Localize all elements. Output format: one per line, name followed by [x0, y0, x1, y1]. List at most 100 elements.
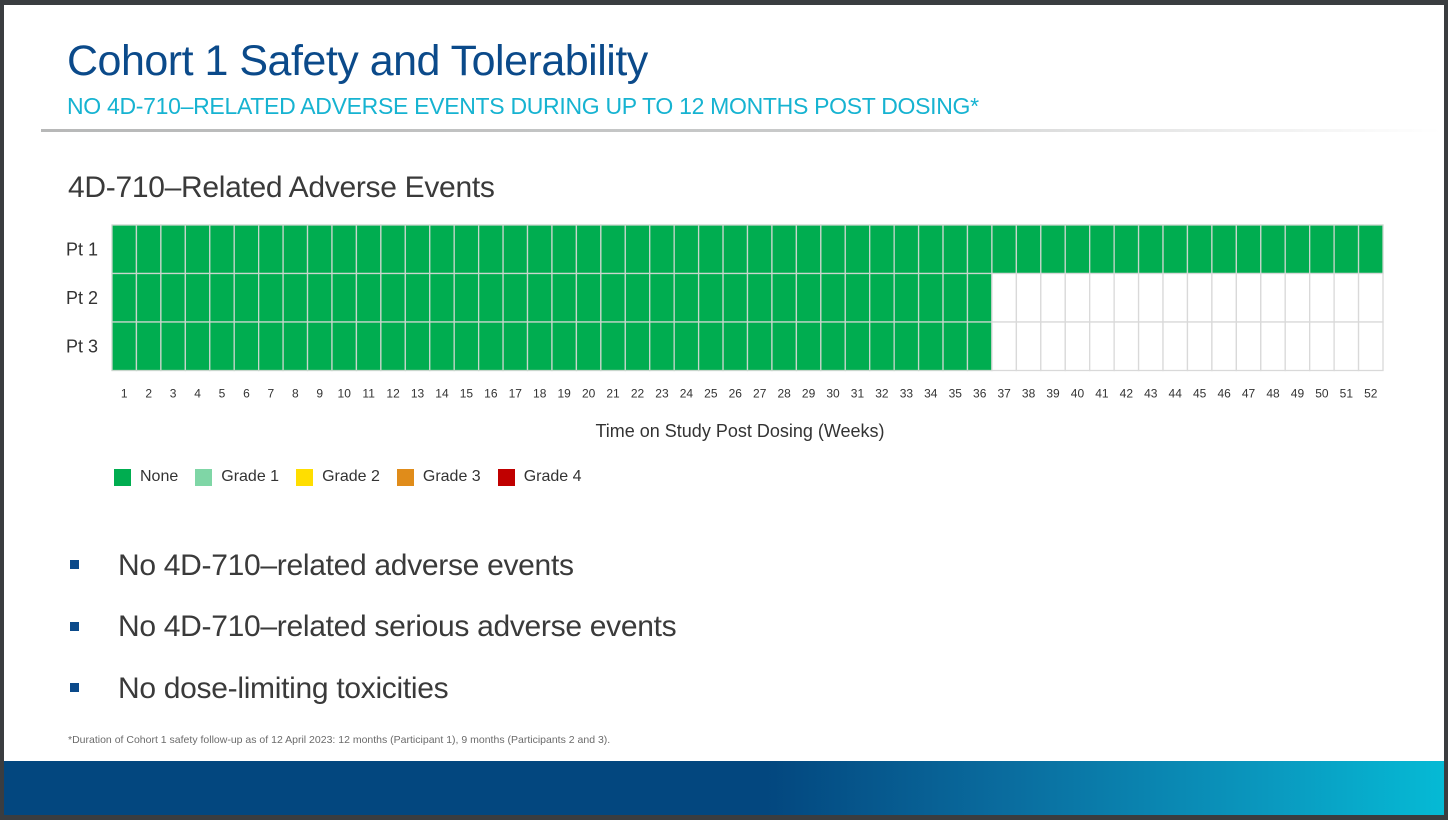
x-tick-label: 48 [1266, 387, 1280, 401]
cell-empty [1162, 321, 1189, 372]
bullet-text: No 4D-710–related serious adverse events [118, 610, 677, 644]
cell-none [795, 272, 822, 323]
x-tick-label: 43 [1144, 387, 1158, 401]
cell-none [624, 321, 651, 372]
cell-none [649, 321, 675, 372]
cell-none [184, 272, 211, 323]
legend-label: Grade 3 [422, 468, 481, 485]
cell-none [1284, 224, 1311, 275]
cell-none [111, 224, 138, 275]
cell-empty [1015, 272, 1042, 323]
cell-none [331, 272, 358, 323]
row-label: Pt 3 [66, 336, 98, 356]
cell-none [624, 224, 651, 275]
legend-label: Grade 4 [523, 468, 582, 485]
cell-empty [1235, 272, 1262, 323]
cell-empty [1113, 321, 1140, 372]
x-tick-label: 2 [145, 387, 152, 401]
cell-none [942, 272, 969, 323]
cell-none [111, 321, 138, 372]
slide: Cohort 1 Safety and Tolerability NO 4D-7… [4, 5, 1444, 815]
x-tick-label: 21 [606, 387, 620, 401]
cell-none [575, 321, 602, 372]
x-tick-label: 4 [194, 387, 201, 401]
bullet-text: No 4D-710–related adverse events [118, 548, 574, 582]
legend-swatch [114, 468, 131, 486]
cell-none [160, 224, 186, 275]
cell-empty [1284, 321, 1311, 372]
adverse-events-grid: Pt 1Pt 2Pt 31 2 3 4 5 6 7 8 9 10 11 12 13 14 15 16 17 18 1… [66, 224, 1384, 441]
cell-none [526, 224, 553, 275]
cell-none [771, 224, 798, 275]
cell-empty [991, 321, 1018, 372]
x-tick-label: 39 [1046, 387, 1060, 401]
bullet-text: No dose-limiting toxicities [118, 671, 449, 705]
x-axis-title: Time on Study Post Dosing (Weeks) [595, 421, 884, 441]
footer-bar [4, 761, 1444, 815]
bullet-item: No 4D-710–related adverse events [70, 535, 676, 597]
cell-none [282, 272, 309, 323]
cell-none [746, 224, 773, 275]
cell-none [869, 321, 895, 372]
cell-none [1113, 224, 1140, 275]
x-tick-label: 32 [875, 387, 889, 401]
cell-none [1211, 224, 1237, 275]
cell-none [1333, 224, 1360, 275]
cell-none [795, 224, 822, 275]
cell-none [942, 224, 969, 275]
x-tick-label: 45 [1193, 387, 1207, 401]
cell-none [551, 321, 578, 372]
cell-none [820, 272, 846, 323]
cell-none [673, 321, 700, 372]
cell-none [209, 224, 235, 275]
cell-none [722, 272, 749, 323]
footnote: *Duration of Cohort 1 safety follow-up a… [68, 734, 611, 746]
cell-empty [1357, 272, 1384, 323]
cell-empty [1260, 321, 1286, 372]
x-tick-label: 27 [753, 387, 767, 401]
cell-empty [1211, 272, 1237, 323]
cell-empty [1211, 321, 1237, 372]
cell-none [1357, 224, 1384, 275]
cell-none [844, 224, 871, 275]
chart-legend: None Grade 1 Grade 2 Grade 3 Grade 4 [114, 468, 599, 486]
cell-empty [1137, 321, 1164, 372]
cell-none [673, 272, 700, 323]
cell-none [306, 272, 333, 323]
cell-none [893, 272, 920, 323]
cell-none [477, 272, 504, 323]
x-tick-label: 30 [826, 387, 840, 401]
cell-none [306, 321, 333, 372]
cell-none [135, 272, 162, 323]
x-tick-label: 5 [219, 387, 226, 401]
cell-none [575, 272, 602, 323]
x-tick-label: 44 [1169, 387, 1183, 401]
x-tick-label: 29 [802, 387, 816, 401]
cell-none [453, 321, 480, 372]
legend-label: None [140, 468, 179, 485]
x-tick-label: 17 [509, 387, 523, 401]
cell-none [184, 321, 211, 372]
cell-none [795, 321, 822, 372]
cell-none [160, 321, 186, 372]
cell-none [575, 224, 602, 275]
x-tick-label: 10 [338, 387, 352, 401]
cell-none [966, 272, 993, 323]
legend-label: Grade 2 [322, 468, 380, 485]
cell-none [697, 272, 724, 323]
cell-none [355, 224, 382, 275]
legend-item: Grade 2 [296, 468, 380, 486]
x-tick-label: 49 [1291, 387, 1305, 401]
bullet-list: No 4D-710–related adverse events No 4D-71… [70, 535, 677, 720]
x-tick-label: 51 [1340, 387, 1354, 401]
legend-label: Grade 1 [221, 468, 280, 485]
cell-none [600, 321, 626, 372]
cell-empty [1357, 321, 1384, 372]
cell-none [1040, 224, 1066, 275]
cell-empty [1089, 272, 1115, 323]
x-tick-label: 24 [680, 387, 694, 401]
cell-none [746, 321, 773, 372]
cell-none [184, 224, 211, 275]
cell-none [551, 224, 578, 275]
x-tick-label: 50 [1315, 387, 1329, 401]
